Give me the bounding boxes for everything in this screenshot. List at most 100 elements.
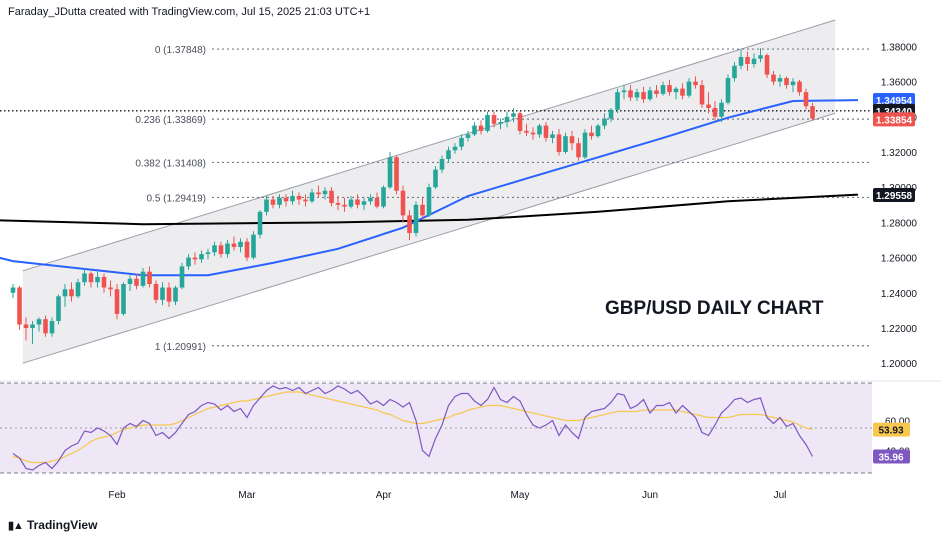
candle-body	[784, 78, 789, 86]
candle	[309, 188, 315, 204]
candle	[355, 194, 360, 209]
candle-body	[667, 85, 672, 93]
candle-body	[738, 56, 744, 66]
candle	[660, 81, 666, 96]
candle-body	[205, 252, 211, 255]
candle	[595, 123, 601, 138]
candle	[140, 268, 146, 288]
candle-body	[23, 324, 29, 328]
candle	[439, 155, 445, 174]
candle-body	[186, 257, 191, 267]
candle-body	[797, 81, 802, 93]
candle	[550, 130, 555, 144]
candle	[420, 197, 425, 219]
candle-body	[140, 271, 146, 286]
candle	[712, 100, 718, 121]
rsi-badge	[873, 422, 910, 437]
candle	[173, 285, 178, 306]
candle-body	[498, 122, 503, 124]
candle-body	[309, 192, 315, 202]
candle-body	[478, 125, 484, 131]
candle-body	[179, 266, 185, 288]
candle	[179, 262, 185, 290]
candle	[615, 88, 620, 114]
time-axis[interactable]: Feb Mar Apr May Jun Jul	[108, 490, 786, 501]
ma200-line	[0, 193, 859, 226]
candle	[673, 86, 679, 100]
candle-body	[543, 125, 549, 138]
tradingview-logo-icon: ▮▲	[8, 519, 24, 532]
candle-body	[517, 113, 523, 131]
candle-body	[686, 81, 692, 96]
price-axis[interactable]: 1.380001.360001.340001.320001.300001.280…	[881, 42, 918, 370]
candle	[758, 48, 763, 63]
candle-body	[69, 289, 74, 297]
price-tick-label: 1.22000	[881, 324, 918, 335]
candle-body	[277, 197, 282, 205]
candle	[329, 187, 334, 207]
candle	[218, 241, 224, 258]
candle-body	[244, 241, 250, 258]
price-tick-label: 1.28000	[881, 218, 918, 229]
rsi-badge	[873, 449, 910, 464]
candle-body	[485, 115, 490, 131]
candle-body	[355, 199, 360, 205]
candle-body	[628, 90, 633, 98]
candle-body	[654, 90, 659, 94]
candle	[36, 317, 42, 332]
candle	[316, 185, 321, 198]
candle	[296, 192, 302, 205]
price-badge-label: 1.33854	[876, 115, 913, 126]
candle	[62, 284, 68, 307]
candle	[166, 282, 172, 307]
candle	[212, 241, 217, 256]
candle-body	[101, 276, 107, 288]
rsi-badge-label: 35.96	[878, 453, 903, 464]
candle	[537, 123, 542, 138]
channel-upper-line	[22, 19, 836, 272]
candle-body	[114, 289, 120, 314]
candle	[160, 282, 165, 306]
candle-body	[296, 196, 302, 200]
candle-body	[56, 296, 61, 321]
candle	[498, 118, 503, 130]
price-tick-label: 1.38000	[881, 42, 918, 53]
candle-body	[394, 157, 399, 191]
time-tick-label: Jun	[642, 490, 658, 501]
candle-body	[387, 157, 393, 188]
rsi-badge-label: 53.93	[878, 426, 903, 437]
price-badge	[873, 93, 915, 108]
footer-brand: ▮▲ TradingView	[8, 518, 97, 532]
candle-body	[634, 92, 640, 98]
candle-body	[82, 273, 87, 283]
candle	[95, 271, 100, 288]
fib-label: 0.5 (1.29419)	[147, 193, 207, 204]
candle-body	[218, 245, 224, 255]
candle-body	[238, 241, 243, 248]
candle-body	[153, 284, 159, 300]
candle-body	[420, 204, 425, 216]
candle	[361, 197, 367, 211]
candle-body	[257, 211, 263, 235]
ma50-line	[0, 99, 859, 277]
candle	[127, 275, 133, 292]
candle-body	[803, 92, 809, 107]
candle	[407, 210, 412, 240]
candle-body	[342, 204, 347, 207]
candle	[686, 78, 692, 98]
price-badge-label: 1.29558	[876, 191, 913, 202]
candle-body	[231, 243, 237, 248]
candle-body	[563, 136, 568, 152]
candle	[192, 252, 198, 265]
moving-averages	[0, 99, 859, 277]
candle	[231, 236, 237, 251]
candle	[667, 79, 672, 96]
candle-body	[121, 284, 126, 314]
candle-body	[745, 56, 750, 64]
candle	[381, 185, 386, 209]
candle	[459, 134, 464, 151]
candle-body	[283, 197, 289, 202]
candle-body	[771, 74, 776, 82]
candle	[803, 88, 809, 110]
